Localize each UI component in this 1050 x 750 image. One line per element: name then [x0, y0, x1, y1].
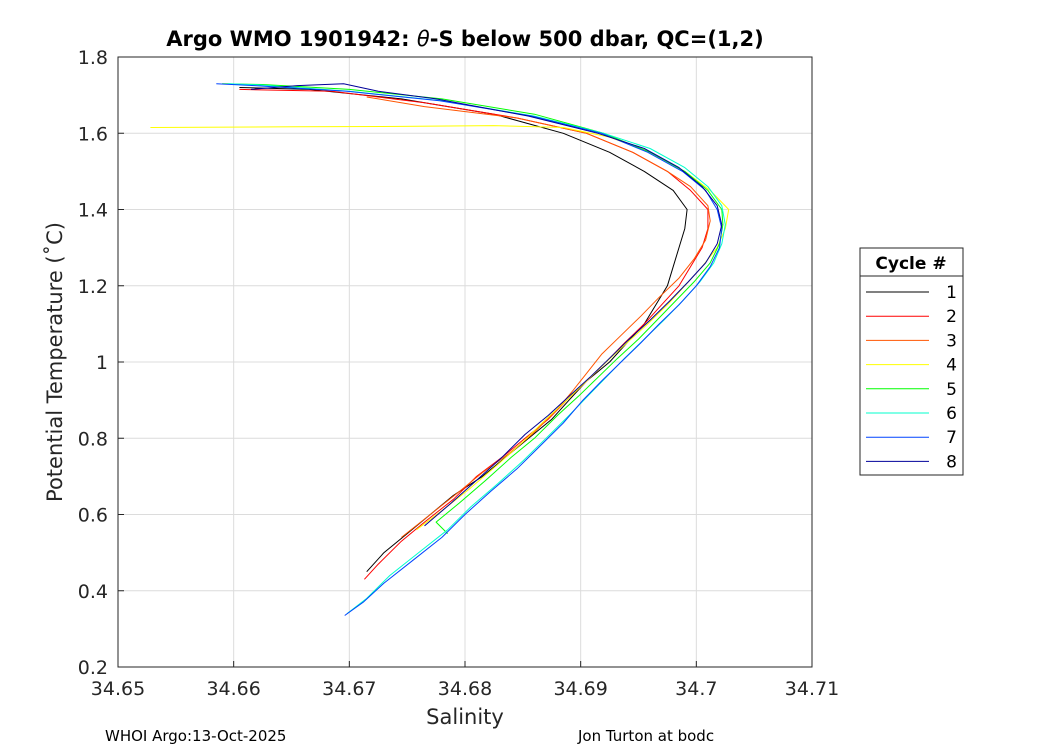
- x-tick-label: 34.66: [206, 678, 260, 700]
- series-line-cycle-5: [222, 83, 724, 534]
- y-tick-label: 0.8: [78, 428, 108, 450]
- y-tick-label: 0.2: [78, 657, 108, 679]
- legend-label-cycle-7: 7: [946, 428, 957, 448]
- legend-label-cycle-1: 1: [946, 283, 957, 303]
- y-tick-label: 1.6: [78, 123, 108, 145]
- y-axis-ticks: 0.2 0.4 0.6 0.8 1 1.2 1.4 1.6 1.8: [78, 47, 124, 679]
- chart-title: Argo WMO 1901942: θ-S below 500 dbar, QC…: [166, 27, 763, 51]
- legend-label-cycle-5: 5: [946, 380, 957, 400]
- series-line-cycle-7: [216, 83, 723, 616]
- y-tick-label: 1.2: [78, 276, 108, 298]
- series-line-cycle-1: [239, 87, 688, 573]
- y-axis-label: Potential Temperature (˚C): [43, 222, 67, 502]
- x-tick-label: 34.68: [438, 678, 492, 700]
- series-line-cycle-8: [250, 83, 723, 527]
- x-axis-ticks: 34.65 34.66 34.67 34.68 34.69 34.7 34.71: [91, 661, 839, 700]
- theta-symbol: θ: [417, 27, 430, 51]
- y-tick-label: 1.8: [78, 47, 108, 69]
- footer-left: WHOI Argo:13-Oct-2025: [105, 727, 286, 745]
- x-tick-label: 34.65: [91, 678, 145, 700]
- legend-label-cycle-8: 8: [946, 452, 957, 472]
- y-tick-label: 1: [96, 352, 108, 374]
- legend-label-cycle-2: 2: [946, 307, 957, 327]
- x-tick-label: 34.71: [785, 678, 839, 700]
- series-line-cycle-3: [366, 96, 711, 538]
- legend-label-cycle-6: 6: [946, 404, 957, 424]
- legend-title: Cycle #: [875, 254, 946, 274]
- x-tick-label: 34.7: [675, 678, 717, 700]
- footer-right: Jon Turton at bodc: [577, 727, 714, 745]
- y-tick-label: 0.6: [78, 505, 108, 527]
- x-tick-label: 34.67: [322, 678, 376, 700]
- y-tick-label: 1.4: [78, 200, 108, 222]
- legend-label-cycle-4: 4: [946, 356, 957, 376]
- x-axis-label: Salinity: [426, 705, 504, 729]
- legend-label-cycle-3: 3: [946, 331, 957, 351]
- y-tick-label: 0.4: [78, 581, 108, 603]
- legend: Cycle # 1 2 3 4 5 6 7 8: [859, 247, 964, 476]
- x-tick-label: 34.69: [553, 678, 607, 700]
- data-series: [150, 83, 730, 616]
